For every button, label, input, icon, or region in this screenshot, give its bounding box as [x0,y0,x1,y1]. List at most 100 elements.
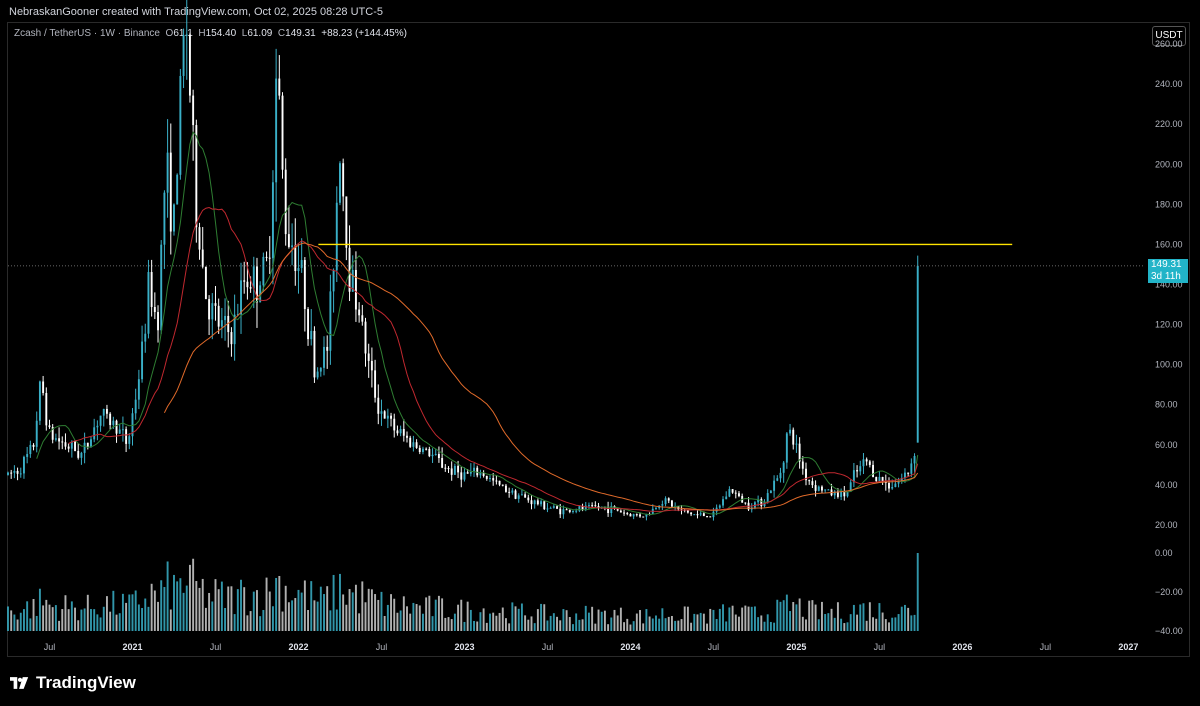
candle [32,443,35,451]
moving-averages [36,131,919,516]
volume-bar [482,608,485,631]
price-tick-label: 220.00 [1155,119,1183,129]
candle [74,440,76,452]
candle-body [38,381,41,421]
candle-body [760,498,763,507]
volume-bar [243,587,246,631]
volume-bar [495,615,498,631]
volume-bar [361,581,364,631]
volume-bar [275,577,278,631]
volume-bar [45,599,48,631]
candle-body [144,333,147,342]
volume-bar [821,601,823,631]
candle-body [916,265,919,443]
candle-body [386,415,389,419]
symbol-name[interactable]: Zcash / TetherUS · 1W · Binance [14,28,160,39]
candle-body [390,415,393,419]
currency-unit-button[interactable]: USDT [1152,26,1186,46]
candle [70,440,73,458]
candle-body [718,505,721,508]
candle-body [284,169,287,235]
tradingview-logo[interactable]: TradingView [10,673,136,693]
volume-bar [792,602,795,631]
candle-body [58,438,61,442]
time-axis[interactable]: Jul 2021 Jul 2022 Jul 2023 Jul 2024 Jul 2025 Jul 20… [44,642,1139,652]
candle [744,502,747,505]
volume-bar [712,609,715,631]
candle [90,435,92,448]
volume-bar [575,613,578,631]
volume-bar [252,591,255,631]
candle-body [843,491,846,497]
candle-body [881,476,884,482]
volume-bar [329,610,332,631]
candle [297,243,300,294]
ma-medium-line [68,206,919,512]
candle [482,470,485,478]
candle [115,419,118,443]
volume-bar [734,614,737,631]
candle-body [629,513,632,517]
volume-bar [524,615,527,631]
candle [291,223,294,266]
volume-bar [750,606,753,631]
volume-bar [670,615,673,631]
candle-body [10,472,13,474]
candle-body [821,486,823,491]
candle [326,335,329,369]
candle-body [565,509,568,511]
volume-bar [150,583,153,631]
candle-body [587,505,590,507]
time-tick-label: 2023 [454,642,474,652]
candle [393,413,396,438]
candle-body [437,453,440,459]
candle-body [310,330,313,340]
candle [862,452,865,474]
candle [607,501,610,517]
volume-bar [450,619,453,631]
candle-body [568,509,571,512]
volume-bar [173,574,175,631]
volume-bar [469,609,472,631]
volume-bar [543,604,546,631]
candle-body [594,505,597,507]
candle-body [374,370,377,398]
candle [217,298,220,334]
candle-body [798,443,801,462]
volume-bar [224,607,227,631]
candle [386,408,389,429]
candle-body [361,315,364,322]
candle [495,475,498,485]
candle-body [137,379,140,400]
volume-bar [658,618,661,631]
candle [540,499,543,507]
candle-body [77,450,80,458]
candle [188,32,191,103]
candle [690,512,693,517]
high-value: 154.40 [205,28,237,39]
volume-bar [67,609,70,631]
volume-bar [48,604,51,631]
candle [508,487,511,498]
volume-bar [776,599,779,631]
candle-body [29,444,32,455]
volume-bar [457,604,460,631]
volume-bar [29,618,32,631]
volume-bar [683,606,686,631]
candle-body [262,256,265,286]
volume-bar [42,605,45,631]
volume-bar [696,614,699,631]
candle [256,257,258,328]
candle [153,292,156,320]
price-axis[interactable]: 260.00 240.00 220.00 200.00 180.00 160.00 140.… [1155,39,1183,530]
volume-bar [287,602,290,631]
candle-body [26,454,29,457]
candle [415,439,418,449]
time-tick-label: 2025 [786,642,806,652]
candle-body [208,299,211,320]
volume-bar [913,614,916,631]
candle-body [891,486,894,489]
volume-bar [600,611,603,631]
candle [846,491,849,498]
